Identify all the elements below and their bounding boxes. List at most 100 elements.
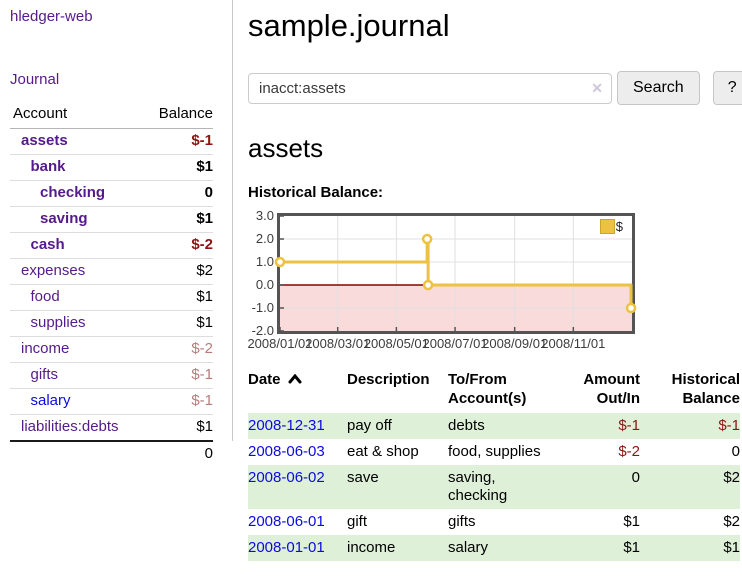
register-date-cell: 2008-06-02 xyxy=(248,465,347,509)
accounts-total-spacer xyxy=(10,441,143,467)
account-balance: $-1 xyxy=(191,392,213,409)
sidebar-item-journal[interactable]: Journal xyxy=(10,71,60,88)
account-link-salary[interactable]: salary xyxy=(30,392,71,409)
y-axis-tick-label: -2.0 xyxy=(251,323,274,338)
account-row: food $1 xyxy=(10,284,213,311)
transaction-date-link[interactable]: 2008-12-31 xyxy=(248,417,325,434)
account-link-saving[interactable]: saving xyxy=(40,210,88,227)
transaction-date-link[interactable]: 2008-06-01 xyxy=(248,513,325,530)
register-description-cell: income xyxy=(347,539,396,556)
account-row: cash $-2 xyxy=(10,232,213,259)
account-balance: 0 xyxy=(204,184,213,201)
transaction-date-link[interactable]: 2008-06-03 xyxy=(248,443,325,460)
transaction-date-link[interactable]: 2008-01-01 xyxy=(248,539,325,556)
chart-title: Historical Balance: xyxy=(248,184,384,201)
search-bar: ✕ Search ? xyxy=(248,71,742,105)
y-axis-tick-label: -1.0 xyxy=(251,300,274,315)
account-balance: $-2 xyxy=(191,236,213,253)
register-date-cell: 2008-12-31 xyxy=(248,413,347,439)
account-row: bank $1 xyxy=(10,154,213,181)
account-balance: $1 xyxy=(196,210,213,227)
account-balance: $-1 xyxy=(191,366,213,383)
account-row: income $-2 xyxy=(10,336,213,363)
register-date-cell: 2008-06-03 xyxy=(248,439,347,465)
account-name-cell: expenses xyxy=(10,259,143,285)
chart-plot-area[interactable]: $ xyxy=(274,213,637,334)
register-date-cell: 2008-01-01 xyxy=(248,535,347,561)
register-row: 2008-01-01 income salary $1 $1 xyxy=(248,535,740,561)
account-link-supplies[interactable]: supplies xyxy=(30,314,86,331)
account-balance: $-1 xyxy=(191,132,213,149)
register-header-date[interactable]: Date xyxy=(248,370,347,413)
sort-ascending-icon xyxy=(288,373,302,384)
account-name-cell: checking xyxy=(10,181,143,207)
account-name-cell: saving xyxy=(10,207,143,233)
account-link-cash[interactable]: cash xyxy=(30,236,65,253)
register-header-row: Date Description To/From Account(s) Amount … xyxy=(248,370,740,413)
register-header-label: Historical Balance xyxy=(671,371,740,407)
account-name-cell: salary xyxy=(10,389,143,415)
y-axis-tick-label: 2.0 xyxy=(255,231,274,246)
accounts-header-account: Account xyxy=(13,105,68,122)
search-button[interactable]: Search xyxy=(617,71,700,105)
accounts-header-balance: Balance xyxy=(158,105,213,122)
account-name-cell: bank xyxy=(10,155,143,181)
legend-series-label: $ xyxy=(615,219,623,234)
chart-legend: $ xyxy=(599,219,623,234)
accounts-table: Account Balance assets $-1 bank $1 checking 0… xyxy=(10,103,213,467)
clear-search-icon[interactable]: ✕ xyxy=(591,79,603,96)
account-row: assets $-1 xyxy=(10,129,213,155)
register-row: 2008-06-02 save saving, checking 0 $2 xyxy=(248,465,740,509)
account-link-liabilities-debts[interactable]: liabilities:debts xyxy=(21,418,119,435)
account-balance: $1 xyxy=(196,288,213,305)
register-accounts-cell: debts xyxy=(448,417,485,434)
y-axis-tick-label: 3.0 xyxy=(255,208,274,223)
page-title: sample.journal xyxy=(248,8,450,43)
register-balance-cell: $2 xyxy=(723,513,740,530)
account-link-assets[interactable]: assets xyxy=(21,132,68,149)
account-link-gifts[interactable]: gifts xyxy=(30,366,59,383)
account-link-bank[interactable]: bank xyxy=(30,158,66,175)
x-axis-tick-label: 2008/03/01 xyxy=(305,336,371,351)
register-header-amount: Amount Out/In xyxy=(558,370,640,413)
register-balance-cell: 0 xyxy=(731,443,740,460)
register-row: 2008-06-03 eat & shop food, supplies $-2 0 xyxy=(248,439,740,465)
register-header-label: Date xyxy=(248,371,281,388)
register-accounts-cell: salary xyxy=(448,539,489,556)
register-header-to-from: To/From Account(s) xyxy=(448,370,558,413)
register-amount-cell: $1 xyxy=(623,539,640,556)
account-name-cell: cash xyxy=(10,233,143,259)
account-name-cell: liabilities:debts xyxy=(10,415,143,442)
register-accounts-cell: saving, checking xyxy=(448,469,508,504)
account-name-cell: food xyxy=(10,285,143,311)
account-link-food[interactable]: food xyxy=(30,288,60,305)
account-link-income[interactable]: income xyxy=(21,340,70,357)
transaction-date-link[interactable]: 2008-06-02 xyxy=(248,469,325,486)
accounts-header-row: Account Balance xyxy=(10,103,213,129)
chart-canvas xyxy=(274,215,637,332)
register-header-description: Description xyxy=(347,370,448,413)
search-input[interactable] xyxy=(248,72,612,104)
register-row: 2008-12-31 pay off debts $-1 $-1 xyxy=(248,413,740,439)
sidebar: hledger-web Journal Account Balance asse… xyxy=(0,0,232,582)
main-content: sample.journal ✕ Search ? assets Histori… xyxy=(232,0,742,582)
register-balance-cell: $2 xyxy=(723,469,740,486)
register-date-cell: 2008-06-01 xyxy=(248,509,347,535)
register-amount-cell: $1 xyxy=(623,513,640,530)
account-balance: $2 xyxy=(196,262,213,279)
app-title-link[interactable]: hledger-web xyxy=(10,8,93,25)
register-description-cell: pay off xyxy=(347,417,392,434)
account-link-checking[interactable]: checking xyxy=(40,184,106,201)
x-axis-tick-label: 2008/11/01 xyxy=(541,336,606,351)
help-button[interactable]: ? xyxy=(712,71,742,105)
account-name-cell: income xyxy=(10,337,143,363)
x-axis-tick-label: 2008/05/01 xyxy=(363,336,429,351)
accounts-total-row: 0 xyxy=(10,441,213,467)
accounts-total-value: 0 xyxy=(204,445,213,462)
account-link-expenses[interactable]: expenses xyxy=(21,262,86,279)
register-description-cell: save xyxy=(347,469,379,486)
y-axis-tick-label: 1.0 xyxy=(255,254,274,269)
register-balance-cell: $1 xyxy=(723,539,740,556)
x-axis-tick-label: 2008/09/01 xyxy=(482,336,548,351)
